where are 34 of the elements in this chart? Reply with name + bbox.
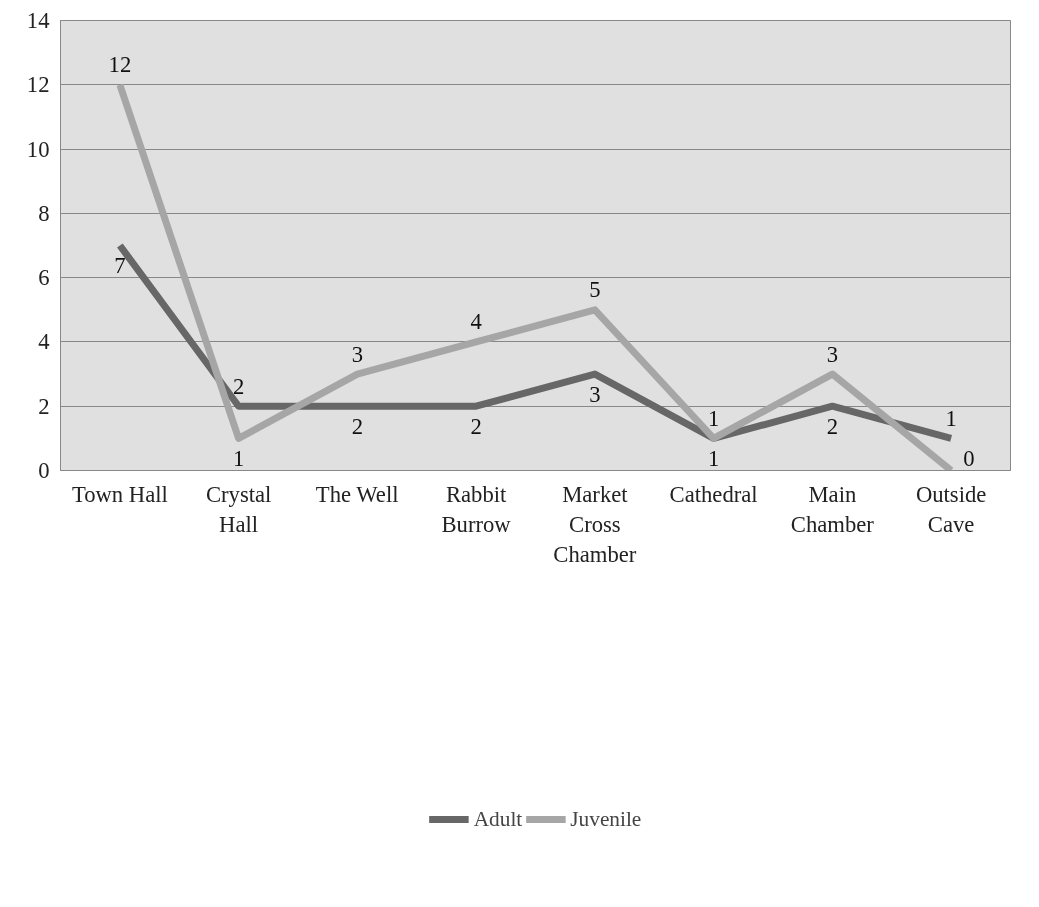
data-label: 4 <box>470 309 482 335</box>
x-tick-label: Town Hall <box>71 481 168 507</box>
data-label: 1 <box>707 405 720 431</box>
y-tick-label: 12 <box>26 72 50 98</box>
data-label: 3 <box>351 341 364 367</box>
data-label: 1 <box>945 405 957 431</box>
data-label: 2 <box>826 413 839 439</box>
x-tick-label: Rabbit Burrow <box>441 481 512 537</box>
y-tick-label: 14 <box>26 8 50 33</box>
x-tick-label: Main Chamber <box>790 481 875 537</box>
data-label: 0 <box>963 446 975 471</box>
x-tick-label: Market Cross Chamber <box>553 481 637 567</box>
data-label: 1 <box>707 445 720 471</box>
x-tick-label: Crystal Hall <box>205 481 272 537</box>
data-label: 2 <box>470 413 482 439</box>
y-tick-label: 0 <box>38 458 50 483</box>
data-label: 2 <box>351 413 364 439</box>
y-tick-label: 4 <box>38 329 50 355</box>
data-label: 3 <box>589 381 601 407</box>
y-tick-label: 8 <box>38 200 50 226</box>
legend-label: Juvenile <box>570 806 642 832</box>
x-tick-label: Outside Cave <box>915 481 987 537</box>
x-tick-label: The Well <box>315 481 399 507</box>
data-label: 1 <box>232 445 245 471</box>
data-label: 3 <box>826 341 839 367</box>
x-tick-label: Cathedral <box>669 481 758 507</box>
data-label: 7 <box>114 253 126 278</box>
y-tick-label: 10 <box>26 136 50 162</box>
y-tick-label: 2 <box>38 393 50 419</box>
legend-label: Adult <box>473 806 523 832</box>
data-label: 12 <box>108 52 132 78</box>
y-tick-label: 6 <box>38 265 50 291</box>
data-label: 2 <box>232 373 245 399</box>
data-label: 5 <box>589 277 601 303</box>
